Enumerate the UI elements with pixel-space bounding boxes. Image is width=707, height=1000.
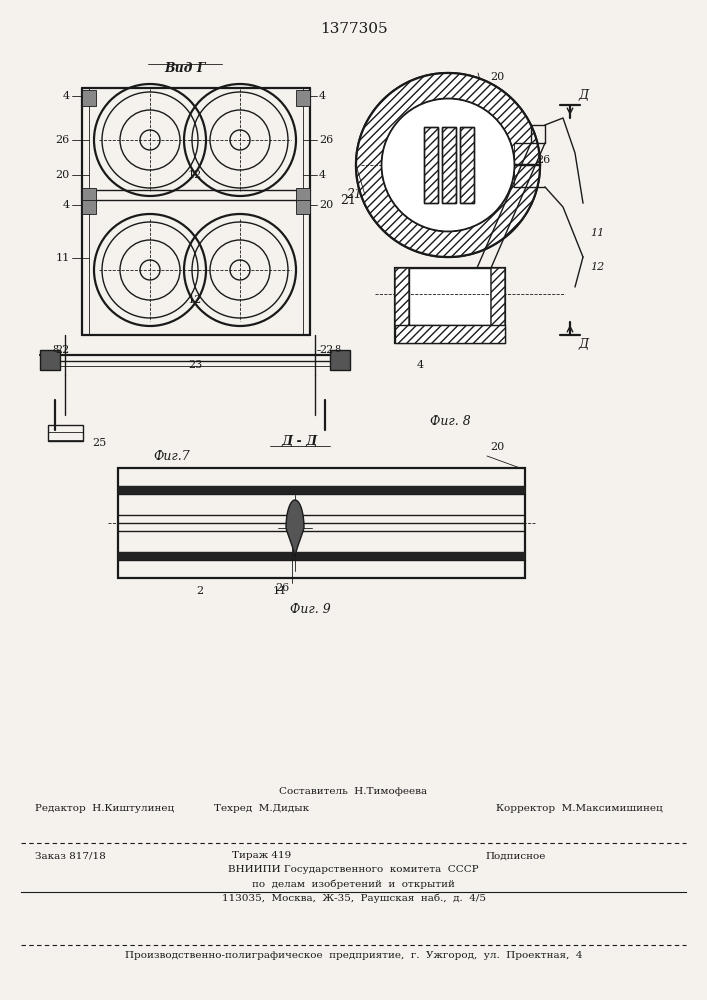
Text: 23: 23 xyxy=(188,360,202,370)
Text: 26: 26 xyxy=(319,135,333,145)
Bar xyxy=(82,200,96,214)
Text: Корректор  М.Максимишинец: Корректор М.Максимишинец xyxy=(496,804,663,813)
Bar xyxy=(48,432,83,440)
Text: 20: 20 xyxy=(319,200,333,210)
Text: Фиг. 8: Фиг. 8 xyxy=(430,415,471,428)
Polygon shape xyxy=(442,127,456,203)
Text: 4: 4 xyxy=(416,360,423,370)
Bar xyxy=(442,127,456,203)
Text: 26: 26 xyxy=(276,583,290,593)
Bar xyxy=(82,188,96,202)
Bar xyxy=(296,200,310,214)
Polygon shape xyxy=(424,127,438,203)
Text: Редактор  Н.Киштулинец: Редактор Н.Киштулинец xyxy=(35,804,175,813)
Text: Тираж 419: Тираж 419 xyxy=(232,852,291,860)
Text: 113035,  Москва,  Ж-35,  Раушская  наб.,  д.  4/5: 113035, Москва, Ж-35, Раушская наб., д. … xyxy=(221,893,486,903)
Bar xyxy=(330,350,350,370)
Text: Техред  М.Дидык: Техред М.Дидык xyxy=(214,804,309,813)
Text: 26: 26 xyxy=(536,155,550,165)
Text: ВНИИПИ Государственного  комитета  СССР: ВНИИПИ Государственного комитета СССР xyxy=(228,865,479,874)
Bar xyxy=(296,188,310,202)
Polygon shape xyxy=(460,127,474,203)
Bar xyxy=(296,90,310,106)
Text: 8: 8 xyxy=(334,345,340,354)
Text: Д: Д xyxy=(578,89,588,102)
Bar xyxy=(82,90,96,106)
Text: 4: 4 xyxy=(63,200,70,210)
Polygon shape xyxy=(395,325,505,343)
Bar xyxy=(409,268,491,325)
Text: Заказ 817/18: Заказ 817/18 xyxy=(35,852,106,860)
Text: Д - Д: Д - Д xyxy=(282,435,318,448)
Text: 4: 4 xyxy=(319,91,326,101)
Text: 4: 4 xyxy=(63,91,70,101)
Bar xyxy=(460,127,474,203)
Circle shape xyxy=(382,99,514,231)
Text: по  делам  изобретений  и  открытий: по делам изобретений и открытий xyxy=(252,879,455,889)
Text: 26: 26 xyxy=(56,135,70,145)
Text: 4: 4 xyxy=(319,170,326,180)
Text: 20: 20 xyxy=(490,72,504,82)
Polygon shape xyxy=(395,268,409,343)
Text: Д: Д xyxy=(578,338,588,351)
Text: Фиг.7: Фиг.7 xyxy=(153,450,190,463)
Text: 12: 12 xyxy=(188,170,202,180)
Bar xyxy=(118,486,525,494)
Text: 20: 20 xyxy=(56,170,70,180)
Text: 21: 21 xyxy=(340,194,356,207)
Text: 20: 20 xyxy=(490,442,504,452)
Text: 12: 12 xyxy=(590,262,604,272)
Polygon shape xyxy=(286,500,304,556)
Bar xyxy=(424,127,438,203)
Text: Составитель  Н.Тимофеева: Составитель Н.Тимофеева xyxy=(279,788,428,796)
Bar xyxy=(118,468,525,578)
Text: Вид Г: Вид Г xyxy=(164,62,206,75)
Text: 11: 11 xyxy=(590,228,604,238)
Text: Производственно-полиграфическое  предприятие,  г.  Ужгород,  ул.  Проектная,  4: Производственно-полиграфическое предприя… xyxy=(124,950,583,960)
Text: 2: 2 xyxy=(197,586,204,596)
Text: 1377305: 1377305 xyxy=(320,22,388,36)
Bar xyxy=(118,552,525,560)
Text: 11: 11 xyxy=(273,586,287,596)
Text: 22: 22 xyxy=(56,345,70,355)
Text: Подписное: Подписное xyxy=(486,852,547,860)
Text: 25: 25 xyxy=(92,438,106,448)
Text: 12: 12 xyxy=(188,295,202,305)
Text: 11: 11 xyxy=(56,253,70,263)
Text: Фиг. 9: Фиг. 9 xyxy=(290,603,330,616)
Polygon shape xyxy=(356,73,540,257)
Bar xyxy=(48,425,83,441)
Text: 22: 22 xyxy=(319,345,333,355)
Text: 21: 21 xyxy=(346,188,362,202)
Text: 8: 8 xyxy=(52,345,58,354)
Bar xyxy=(40,350,60,370)
Polygon shape xyxy=(491,268,505,343)
Bar xyxy=(395,268,505,343)
